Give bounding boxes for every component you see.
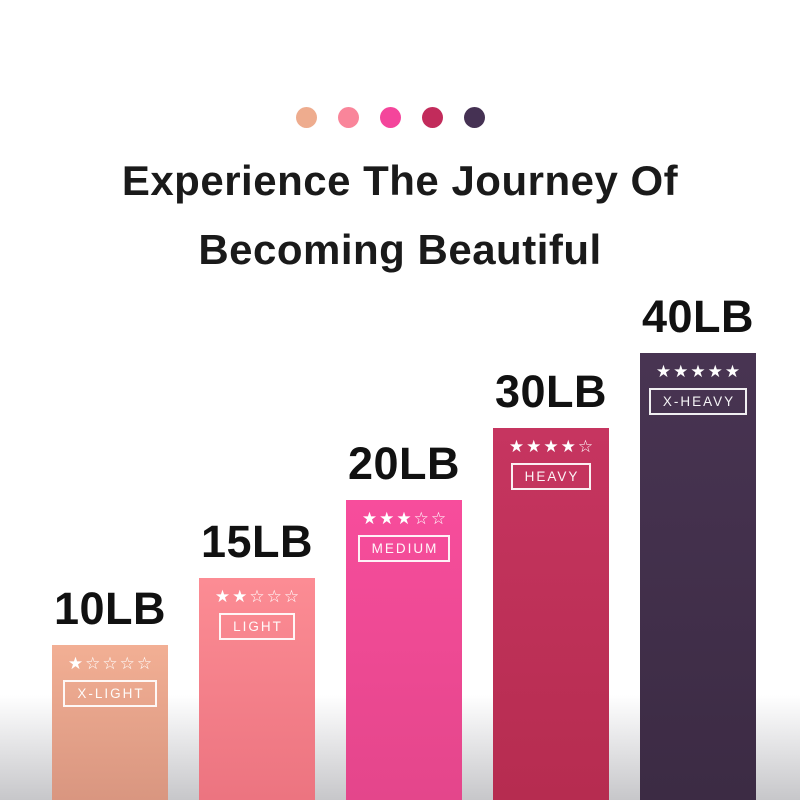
palette-dot-medium-icon [380, 107, 401, 128]
weight-label: 40LB [641, 291, 755, 342]
band-column-10lb: 10LB ★☆☆☆☆ X-LIGHT [52, 586, 168, 800]
title-line-2: Becoming Beautiful [198, 226, 602, 273]
palette-dot-heavy-icon [422, 107, 443, 128]
weight-label: 30LB [494, 366, 608, 417]
star-rating: ★★★★☆ [508, 437, 596, 456]
resistance-bar: ★★☆☆☆ LIGHT [199, 578, 315, 800]
band-column-15lb: 15LB ★★☆☆☆ LIGHT [199, 519, 315, 800]
band-column-20lb: 20LB ★★★☆☆ MEDIUM [346, 441, 462, 800]
page-title: Experience The Journey Of Becoming Beaut… [0, 146, 800, 284]
weight-label: 10LB [53, 583, 167, 634]
resistance-bar: ★★★☆☆ MEDIUM [346, 500, 462, 800]
level-badge: LIGHT [219, 613, 295, 640]
color-palette-dots [296, 107, 485, 128]
weight-label: 20LB [347, 438, 461, 489]
star-rating: ★☆☆☆☆ [67, 654, 155, 673]
palette-dot-x-heavy-icon [464, 107, 485, 128]
star-rating: ★★☆☆☆ [214, 587, 302, 606]
resistance-bar: ★☆☆☆☆ X-LIGHT [52, 645, 168, 800]
level-badge: HEAVY [510, 463, 592, 490]
band-column-40lb: 40LB ★★★★★ X-HEAVY [640, 294, 756, 800]
palette-dot-light-icon [338, 107, 359, 128]
weight-label: 15LB [200, 516, 314, 567]
level-badge: MEDIUM [357, 535, 451, 562]
palette-dot-x-light-icon [296, 107, 317, 128]
star-rating: ★★★★★ [655, 362, 743, 381]
band-column-30lb: 30LB ★★★★☆ HEAVY [493, 369, 609, 800]
level-badge: X-LIGHT [63, 680, 157, 707]
level-badge: X-HEAVY [648, 388, 748, 415]
resistance-bar: ★★★★☆ HEAVY [493, 428, 609, 800]
resistance-bar: ★★★★★ X-HEAVY [640, 353, 756, 800]
title-line-1: Experience The Journey Of [121, 157, 679, 204]
star-rating: ★★★☆☆ [361, 509, 449, 528]
